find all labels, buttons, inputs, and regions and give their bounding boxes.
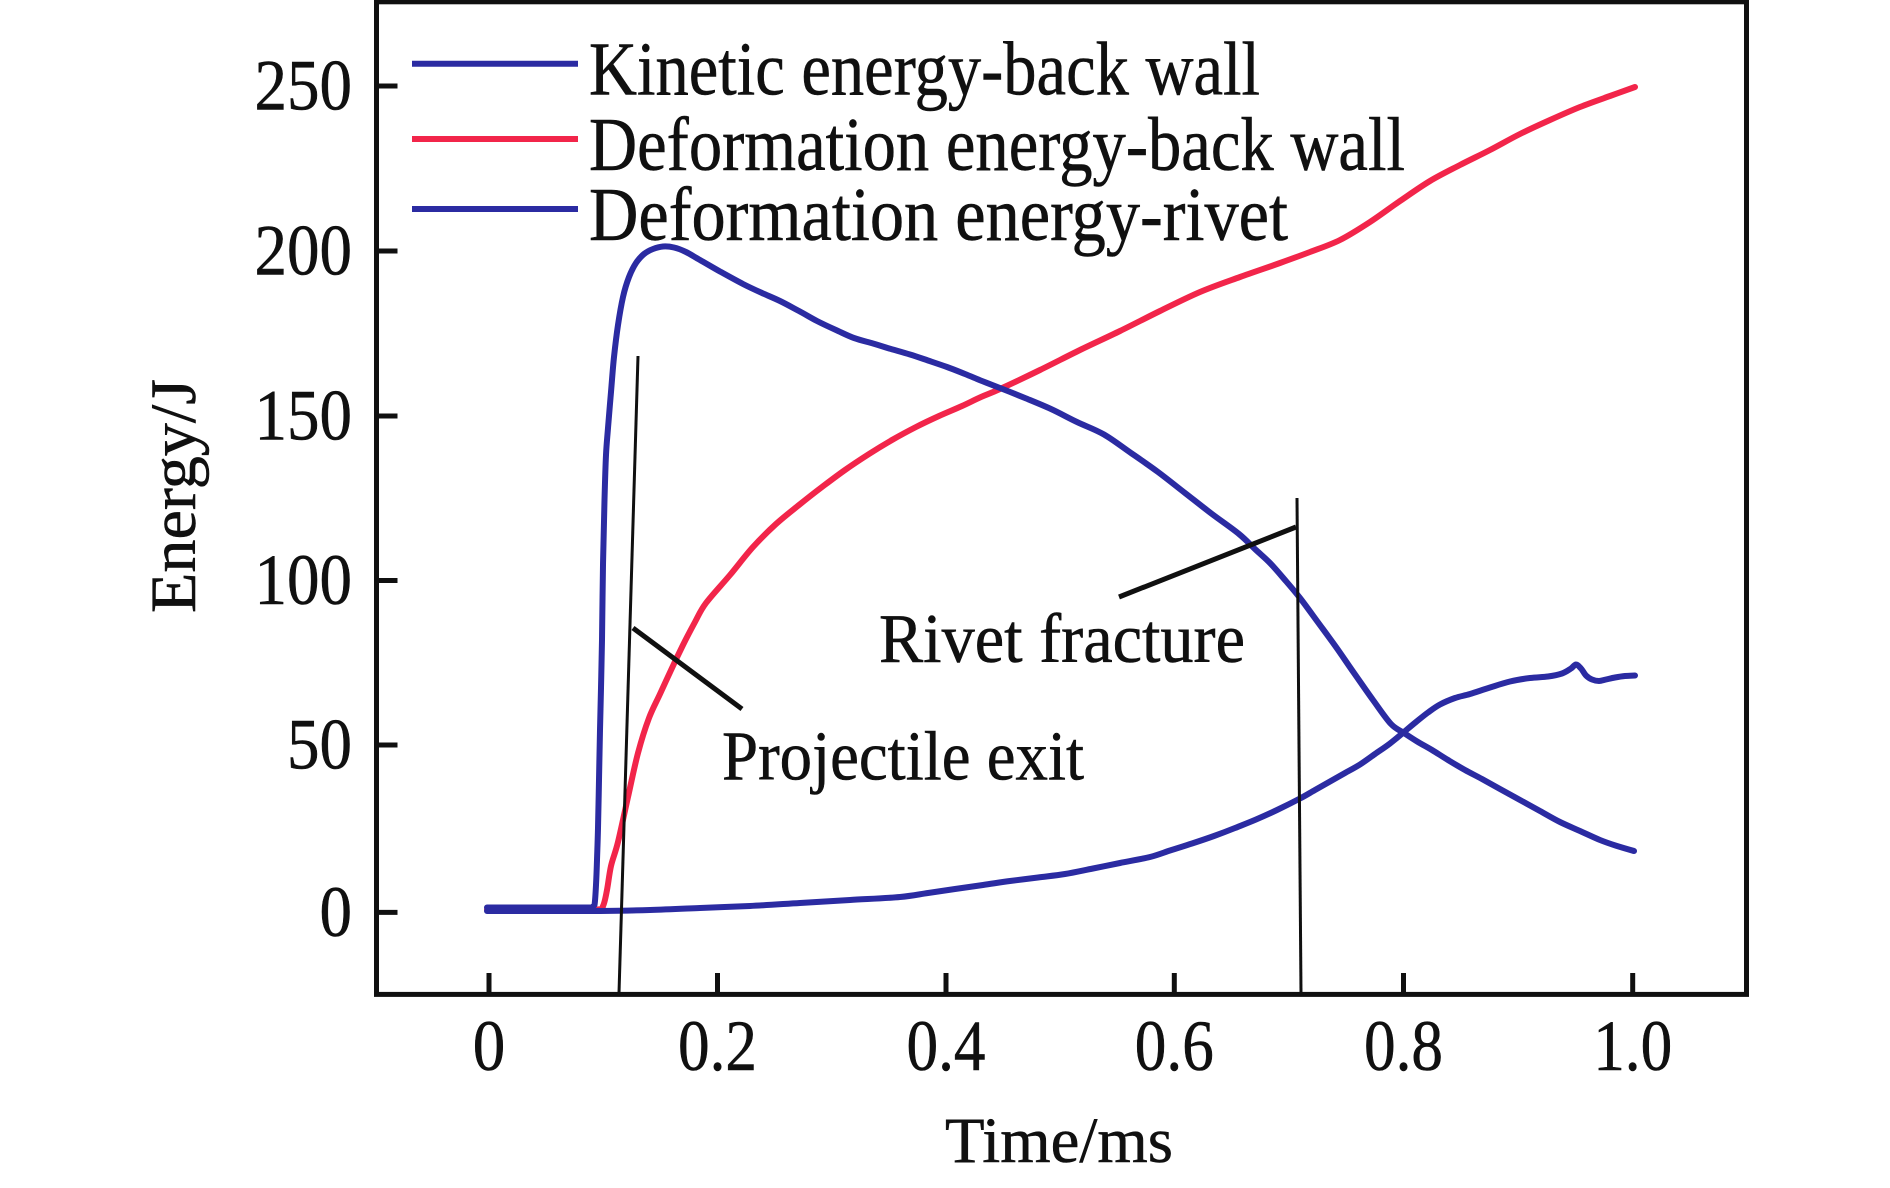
svg-text:0.8: 0.8 [1364, 1006, 1443, 1086]
svg-text:Deformation energy-back wall: Deformation energy-back wall [589, 103, 1405, 187]
svg-text:1.0: 1.0 [1593, 1006, 1672, 1086]
svg-text:0: 0 [320, 872, 353, 952]
svg-text:50: 50 [287, 705, 352, 785]
svg-text:0.6: 0.6 [1135, 1006, 1214, 1086]
svg-text:0: 0 [473, 1006, 506, 1086]
svg-text:Kinetic energy-back wall: Kinetic energy-back wall [589, 28, 1260, 112]
svg-text:0.2: 0.2 [678, 1006, 757, 1086]
svg-text:250: 250 [255, 46, 353, 126]
svg-text:Projectile exit: Projectile exit [722, 719, 1085, 796]
svg-text:Rivet fracture: Rivet fracture [879, 601, 1245, 678]
svg-text:Deformation energy-rivet: Deformation energy-rivet [589, 173, 1288, 257]
svg-text:150: 150 [255, 376, 353, 456]
svg-text:Time/ms: Time/ms [945, 1105, 1173, 1177]
svg-text:200: 200 [255, 211, 353, 291]
svg-text:Energy/J: Energy/J [138, 379, 210, 613]
svg-text:100: 100 [255, 540, 353, 620]
svg-text:0.4: 0.4 [907, 1006, 986, 1086]
